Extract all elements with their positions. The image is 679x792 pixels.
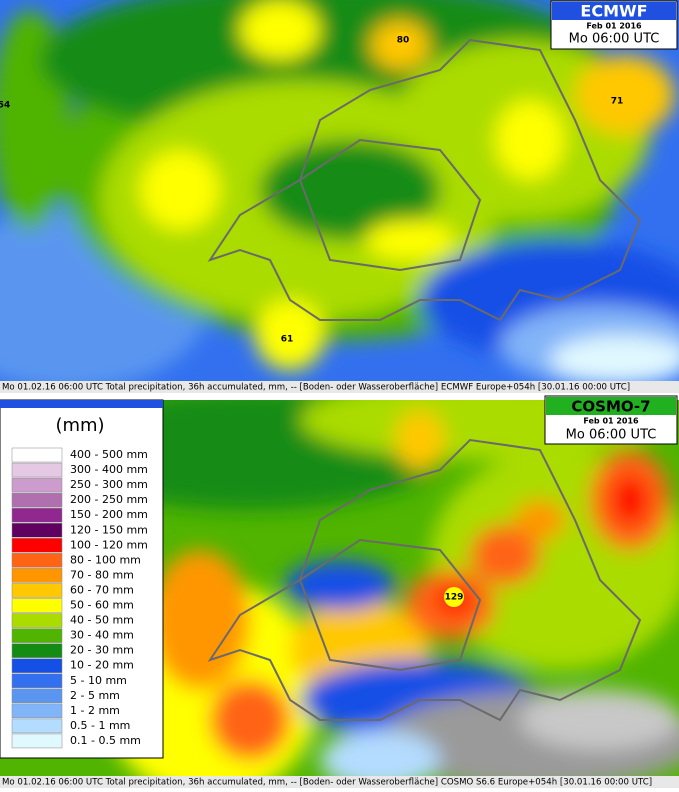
value-label: 80: [397, 36, 410, 46]
time: Mo 06:00 UTC: [569, 32, 660, 47]
legend-swatch: [11, 523, 63, 538]
legend-swatch: [11, 568, 63, 583]
time: Mo 06:00 UTC: [566, 428, 657, 443]
model-name: COSMO-7: [571, 398, 650, 416]
legend-swatch: [11, 447, 63, 463]
legend-label: 200 - 250 mm: [70, 493, 148, 506]
legend-label: 100 - 120 mm: [70, 538, 148, 551]
legend-swatch: [11, 598, 63, 613]
legend-label: 30 - 40 mm: [70, 629, 134, 642]
legend-swatch: [11, 658, 63, 673]
legend-label: 400 - 500 mm: [70, 448, 148, 461]
legend-label: 40 - 50 mm: [70, 614, 134, 627]
date: Feb 01 2016: [583, 417, 639, 426]
legend-label: 70 - 80 mm: [70, 568, 134, 581]
footer-bar: [0, 776, 679, 788]
value-label: 61: [281, 335, 294, 345]
legend-label: 50 - 60 mm: [70, 599, 134, 612]
legend-swatch: [11, 628, 63, 643]
value-label: 71: [611, 97, 624, 107]
legend-swatch: [11, 462, 63, 478]
legend-label: 5 - 10 mm: [70, 674, 127, 687]
legend-swatch: [11, 553, 63, 568]
legend-label: 2 - 5 mm: [70, 689, 120, 702]
legend-label: 0.1 - 0.5 mm: [70, 734, 141, 747]
header-bar: [552, 2, 676, 20]
legend-label: 150 - 200 mm: [70, 508, 148, 521]
legend-label: 120 - 150 mm: [70, 523, 148, 536]
legend-swatch: [11, 507, 63, 523]
legend-bar: [0, 400, 163, 408]
divider: [0, 393, 679, 400]
legend-swatch: [11, 733, 63, 749]
legend-title: (mm): [55, 415, 104, 436]
model-name: ECMWF: [580, 2, 647, 21]
value-label: 129: [445, 593, 464, 603]
legend-label: 10 - 20 mm: [70, 659, 134, 672]
label-dot: [444, 587, 464, 607]
legend-swatch: [11, 643, 63, 658]
label-dot: [395, 32, 411, 48]
legend-swatch: [11, 583, 63, 598]
legend-label: 20 - 30 mm: [70, 644, 134, 657]
legend: (mm) 400 - 500 mm 300 - 400 mm 250 - 300 m…: [0, 399, 164, 759]
legend-label: 80 - 100 mm: [70, 553, 141, 566]
footer-bar: [0, 381, 679, 393]
ecmwf-map: [0, 0, 679, 381]
legend-label: 1 - 2 mm: [70, 704, 120, 717]
legend-swatch: [11, 477, 63, 493]
legend-swatch: [11, 538, 63, 553]
legend-label: 300 - 400 mm: [70, 463, 148, 476]
legend-swatch: [11, 492, 63, 508]
footer-text: Mo 01.02.16 06:00 UTC Total precipitatio…: [2, 778, 652, 788]
footer-text: Mo 01.02.16 06:00 UTC Total precipitatio…: [2, 383, 630, 393]
legend-swatch: [11, 613, 63, 628]
legend-swatch: [11, 718, 63, 734]
legend-label: 60 - 70 mm: [70, 583, 134, 596]
header-bar: [546, 397, 676, 415]
legend-label: 0.5 - 1 mm: [70, 719, 130, 732]
legend-swatch: [11, 688, 63, 704]
legend-swatch: [11, 673, 63, 688]
legend-label: 250 - 300 mm: [70, 478, 148, 491]
legend-swatch: [11, 703, 63, 719]
value-label: 54: [0, 101, 10, 111]
date: Feb 01 2016: [586, 22, 642, 31]
